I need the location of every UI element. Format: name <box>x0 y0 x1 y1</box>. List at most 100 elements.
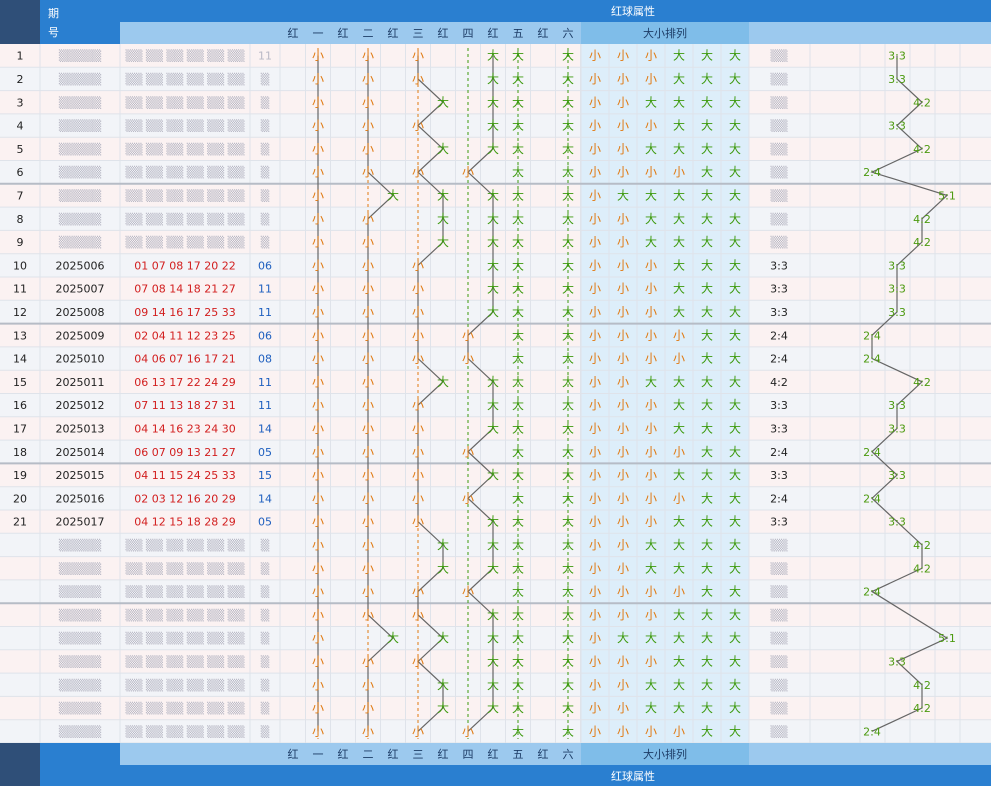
order-mark: 小 <box>673 328 685 342</box>
order-mark: 小 <box>589 538 601 552</box>
size-mark: 小 <box>312 398 324 412</box>
order-mark: 小 <box>645 468 657 482</box>
blurred-red-balls: ▒▒ ▒▒ ▒▒ ▒▒ ▒▒ ▒▒ <box>126 701 246 715</box>
blurred-blue-ball: ▒ <box>261 608 270 622</box>
red-balls: 02 04 11 12 23 25 <box>134 329 235 342</box>
blurred-blue-ball: ▒ <box>261 585 270 599</box>
order-mark: 小 <box>589 608 601 622</box>
size-mark: 大 <box>487 515 499 529</box>
size-ratio: ▒▒ <box>771 585 788 599</box>
size-mark: 大 <box>437 142 449 156</box>
size-mark: 大 <box>487 421 499 435</box>
size-mark: 大 <box>487 119 499 133</box>
blurred-period: ▒▒▒▒▒ <box>59 608 102 622</box>
size-mark: 小 <box>312 585 324 599</box>
ratio-trend-mark: 3:3 <box>888 120 906 133</box>
order-mark: 小 <box>589 119 601 133</box>
size-mark: 小 <box>312 491 324 505</box>
order-mark: 大 <box>701 258 713 272</box>
order-mark: 大 <box>645 561 657 575</box>
size-mark: 小 <box>312 328 324 342</box>
order-mark: 大 <box>673 398 685 412</box>
order-mark: 小 <box>617 375 629 389</box>
size-ratio: ▒▒ <box>771 561 788 575</box>
blurred-blue-ball: ▒ <box>261 724 270 738</box>
blue-ball: 14 <box>258 492 272 505</box>
period-number: 2025017 <box>56 516 105 529</box>
row-index: 7 <box>17 189 24 202</box>
ratio-trend-mark: 3:3 <box>888 259 906 272</box>
position-label: 红 <box>488 748 499 761</box>
ratio-trend-mark: 2:4 <box>863 586 881 599</box>
size-mark: 小 <box>312 631 324 645</box>
order-mark: 大 <box>673 468 685 482</box>
order-mark: 大 <box>701 491 713 505</box>
size-mark: 大 <box>512 515 524 529</box>
size-mark: 小 <box>362 375 374 389</box>
size-trend-line <box>367 55 394 732</box>
size-mark: 大 <box>512 701 524 715</box>
order-mark: 小 <box>617 701 629 715</box>
size-ratio: ▒▒ <box>771 142 788 156</box>
order-mark: 小 <box>589 585 601 599</box>
size-mark: 小 <box>362 608 374 622</box>
order-mark: 小 <box>589 468 601 482</box>
order-mark: 大 <box>645 235 657 249</box>
size-mark: 小 <box>312 95 324 109</box>
size-mark: 大 <box>562 678 574 692</box>
order-mark: 小 <box>589 258 601 272</box>
order-mark: 小 <box>645 165 657 179</box>
order-mark: 大 <box>701 724 713 738</box>
ratio-trend-mark: 3:3 <box>888 306 906 319</box>
order-mark: 大 <box>729 258 741 272</box>
size-mark: 小 <box>362 445 374 459</box>
size-mark: 小 <box>362 165 374 179</box>
ratio-trend-mark: 4:2 <box>913 96 931 109</box>
red-balls: 07 08 14 18 21 27 <box>134 283 235 296</box>
size-mark: 大 <box>512 352 524 366</box>
order-mark: 大 <box>645 212 657 226</box>
size-ratio: ▒▒ <box>771 631 788 645</box>
blue-ball: 14 <box>258 422 272 435</box>
order-mark: 大 <box>645 631 657 645</box>
order-mark: 小 <box>645 724 657 738</box>
order-mark: 大 <box>701 188 713 202</box>
period-number: 2025008 <box>56 306 105 319</box>
size-mark: 小 <box>312 165 324 179</box>
size-mark: 小 <box>312 515 324 529</box>
row-index: 2 <box>17 73 24 86</box>
size-mark: 大 <box>512 95 524 109</box>
order-mark: 大 <box>729 375 741 389</box>
order-mark: 大 <box>729 398 741 412</box>
order-mark: 大 <box>673 375 685 389</box>
period-number: 2025014 <box>56 446 105 459</box>
order-mark: 小 <box>589 515 601 529</box>
red-balls: 04 06 07 16 17 21 <box>134 353 235 366</box>
order-mark: 小 <box>589 188 601 202</box>
order-mark: 小 <box>617 538 629 552</box>
size-mark: 大 <box>437 375 449 389</box>
size-mark: 小 <box>412 49 424 63</box>
order-mark: 小 <box>645 515 657 529</box>
size-mark: 大 <box>487 701 499 715</box>
order-mark: 大 <box>701 538 713 552</box>
ratio-trend-mark: 3:3 <box>888 516 906 529</box>
size-ratio: 3:3 <box>770 283 788 296</box>
size-mark: 小 <box>312 305 324 319</box>
order-mark: 大 <box>617 631 629 645</box>
order-mark: 小 <box>645 328 657 342</box>
size-ratio: ▒▒ <box>771 538 788 552</box>
order-mark: 大 <box>673 119 685 133</box>
blurred-blue-ball: ▒ <box>261 142 270 156</box>
order-mark: 小 <box>589 142 601 156</box>
order-mark: 大 <box>673 282 685 296</box>
order-mark: 大 <box>645 142 657 156</box>
size-mark: 小 <box>312 375 324 389</box>
order-mark: 小 <box>589 491 601 505</box>
order-mark: 大 <box>701 49 713 63</box>
order-mark: 大 <box>701 515 713 529</box>
size-mark: 小 <box>312 421 324 435</box>
order-mark: 小 <box>589 305 601 319</box>
order-mark: 小 <box>645 282 657 296</box>
order-mark: 小 <box>673 724 685 738</box>
